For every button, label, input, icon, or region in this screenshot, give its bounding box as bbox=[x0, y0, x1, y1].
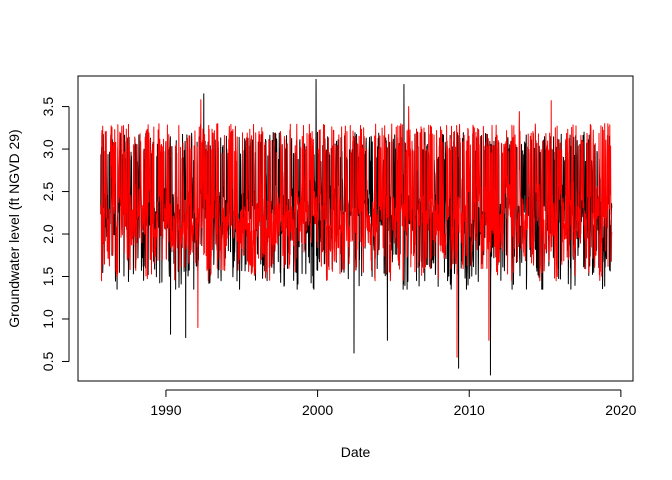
series-line-red bbox=[100, 99, 613, 358]
x-tick-label: 2010 bbox=[454, 402, 485, 418]
series-layer bbox=[100, 78, 613, 376]
x-axis-title: Date bbox=[341, 444, 371, 460]
plot-frame bbox=[77, 75, 634, 382]
x-tick-label: 2020 bbox=[605, 402, 636, 418]
y-axis-title: Groundwater level (ft NGVD 29) bbox=[6, 129, 22, 327]
axes-layer: 1990 2000 2010 2020 0.5 1.0 1.5 2.0 2.5 3.0 3.5 bbox=[40, 97, 637, 418]
x-tick-label: 1990 bbox=[150, 402, 181, 418]
y-tick-label: 0.5 bbox=[40, 352, 56, 372]
y-tick-label: 3.5 bbox=[40, 97, 56, 117]
y-tick-label: 1.5 bbox=[40, 267, 56, 287]
y-tick-label: 3.0 bbox=[40, 139, 56, 159]
y-tick-label: 2.5 bbox=[40, 182, 56, 202]
y-tick-label: 1.0 bbox=[40, 309, 56, 329]
x-tick-label: 2000 bbox=[302, 402, 333, 418]
y-tick-label: 2.0 bbox=[40, 224, 56, 244]
